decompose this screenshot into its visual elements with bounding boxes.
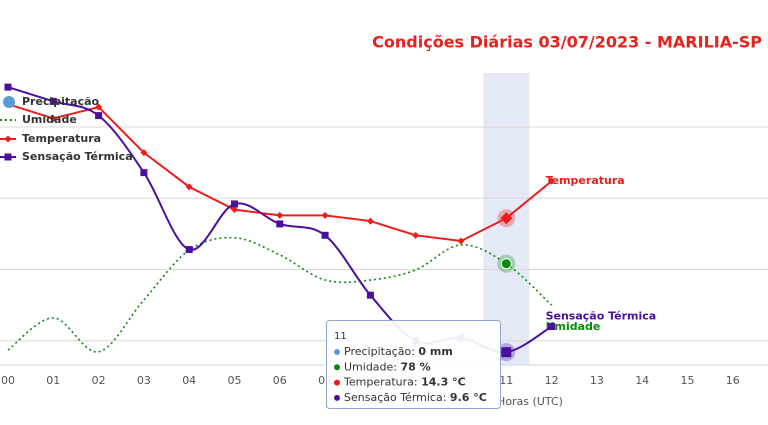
legend-item[interactable]: Umidade (0, 113, 77, 126)
tooltip-name: Umidade (344, 360, 394, 373)
point (140, 169, 148, 177)
x-tick-label: 04 (182, 374, 196, 387)
point (49, 114, 57, 122)
point (49, 97, 57, 105)
point (231, 200, 238, 208)
point (276, 220, 284, 228)
x-tick-label: 13 (590, 374, 604, 387)
x-tick-label: 16 (726, 374, 740, 387)
x-tick-label: 02 (92, 374, 106, 387)
tooltip-line: Umidade: 78 % (344, 360, 431, 373)
point (185, 183, 193, 191)
legend-symbol (3, 96, 15, 108)
point (231, 206, 238, 214)
series-end-label: Umidade (546, 320, 601, 333)
legend-label: Sensação Térmica (22, 150, 133, 163)
legend-marker (4, 153, 12, 161)
x-tick-label: 12 (545, 374, 559, 387)
legend-label: Umidade (22, 113, 77, 126)
point (4, 83, 12, 91)
tooltip-name: Precipitação (344, 345, 411, 358)
series-end-label: Sensação Térmica (546, 310, 657, 323)
point (366, 217, 374, 225)
tooltip-value: 14.3 °C (421, 376, 466, 389)
series-end-label: Temperatura (546, 174, 625, 187)
x-tick-label: 03 (137, 374, 151, 387)
tooltip-bullet (334, 364, 340, 371)
chart-title: Condições Diárias 03/07/2023 - MARILIA-S… (372, 33, 762, 52)
tooltip-bullet (334, 349, 340, 355)
x-tick-label: 05 (228, 374, 242, 387)
point (501, 347, 512, 358)
tooltip-box (326, 320, 501, 409)
x-tick-label: 14 (635, 374, 649, 387)
tooltip-bullet (334, 379, 340, 386)
x-tick-label: 00 (1, 374, 15, 387)
series-line (7, 236, 553, 353)
point (140, 149, 148, 157)
point (185, 246, 193, 254)
point (548, 177, 556, 185)
tooltip-name: Sensação Térmica (344, 391, 443, 404)
tooltip-line: Temperatura: 14.3 °C (343, 376, 466, 389)
point (500, 212, 513, 225)
point (321, 231, 329, 239)
x-axis-title: Horas (UTC) (497, 395, 563, 408)
point (95, 112, 103, 120)
tooltip-value: 78 % (401, 360, 431, 373)
tooltip-line: Sensação Térmica: 9.6 °C (344, 391, 487, 404)
point (366, 291, 374, 299)
legend-item[interactable]: Sensação Térmica (0, 150, 133, 163)
point (457, 237, 465, 245)
tooltip-value: 9.6 °C (450, 391, 487, 404)
point (500, 258, 512, 270)
legend-item[interactable]: Temperatura (0, 132, 101, 145)
x-tick-label: 11 (499, 374, 513, 387)
legend-label: Temperatura (22, 132, 101, 145)
legend-item[interactable]: Precipitação (3, 95, 100, 108)
x-tick-label: 06 (273, 374, 287, 387)
tooltip-bullet (334, 394, 340, 401)
legend-label: Precipitação (22, 95, 100, 108)
tooltip-line: Precipitação: 0 mm (344, 345, 453, 358)
tooltip-title: 11 (334, 331, 347, 342)
tooltip-name: Temperatura (343, 376, 414, 389)
x-tick-label: 15 (681, 374, 695, 387)
point (548, 323, 556, 331)
tooltip: 11 Precipitação: 0 mm Umidade: 78 % Tempera… (326, 320, 501, 409)
x-tick-label: 01 (46, 374, 60, 387)
point (321, 211, 329, 219)
tooltip-value: 0 mm (418, 345, 452, 358)
point (412, 231, 420, 239)
point (95, 103, 103, 111)
point (276, 211, 284, 219)
legend-marker (4, 135, 12, 143)
